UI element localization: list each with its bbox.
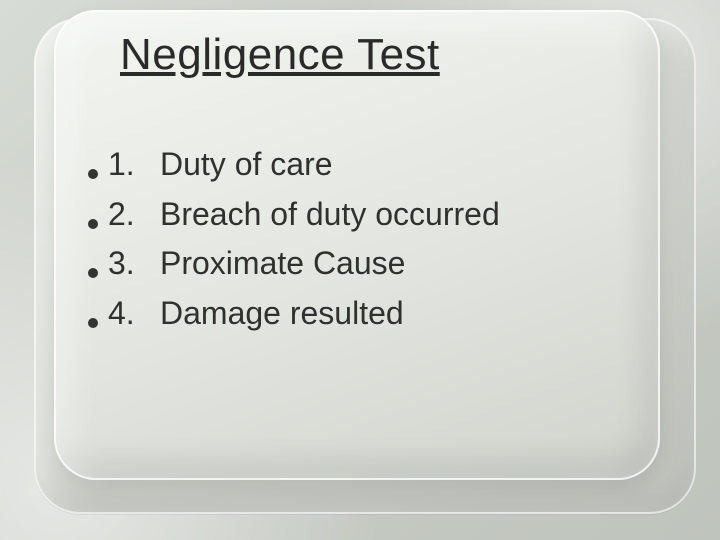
list-item: 1. Duty of care xyxy=(88,140,660,190)
list-item: 4. Damage resulted xyxy=(88,289,660,339)
bullet-icon xyxy=(88,169,98,179)
item-number: 4. xyxy=(108,289,160,339)
slide-title: Negligence Test xyxy=(120,30,440,80)
bullet-list: 1. Duty of care 2. Breach of duty occurr… xyxy=(88,140,660,338)
item-number: 1. xyxy=(108,140,160,190)
bullet-icon xyxy=(88,219,98,229)
item-number: 2. xyxy=(108,190,160,240)
item-text: Breach of duty occurred xyxy=(160,190,660,240)
slide: Negligence Test 1. Duty of care 2. Breac… xyxy=(0,0,720,540)
item-text: Proximate Cause xyxy=(160,239,660,289)
item-number: 3. xyxy=(108,239,160,289)
list-item: 3. Proximate Cause xyxy=(88,239,660,289)
bullet-icon xyxy=(88,268,98,278)
item-text: Damage resulted xyxy=(160,289,660,339)
bullet-icon xyxy=(88,318,98,328)
list-item: 2. Breach of duty occurred xyxy=(88,190,660,240)
item-text: Duty of care xyxy=(160,140,660,190)
